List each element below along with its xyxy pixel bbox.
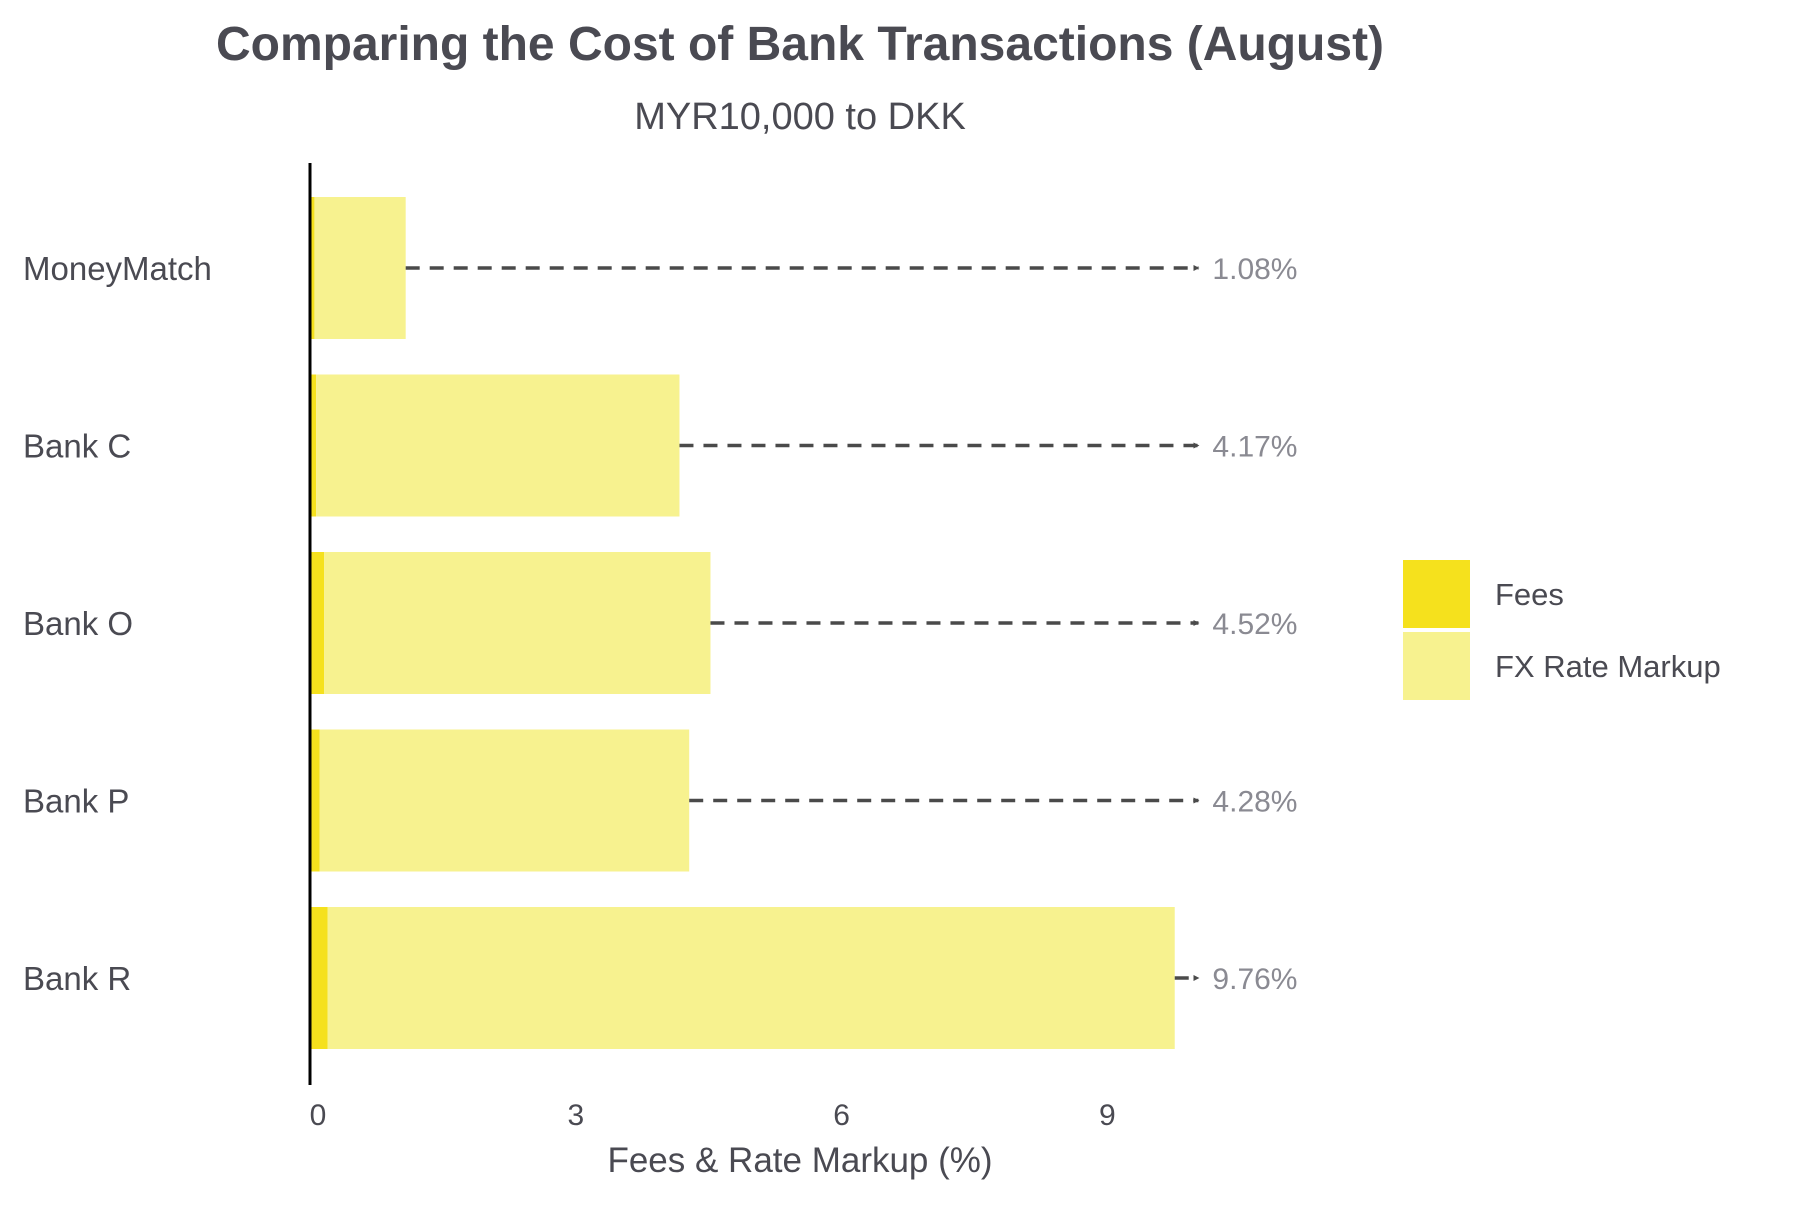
bar-fees-bank-r (310, 907, 328, 1049)
arrows-layer (405, 265, 1200, 981)
legend: Fees FX Rate Markup (1403, 560, 1721, 700)
labels-layer: MoneyMatch 1.08% Bank C 4.17% Bank O 4.52% Ban… (23, 250, 1298, 997)
bar-markup-bank-c (316, 374, 680, 517)
bar-markup-bank-r (327, 907, 1175, 1049)
x-axis-title: Fees & Rate Markup (%) (607, 1141, 992, 1180)
total-label-moneymatch: 1.08% (1212, 253, 1297, 286)
chart-subtitle: MYR10,000 to DKK (634, 96, 966, 138)
category-label-bank-r: Bank R (23, 960, 131, 997)
category-label-bank-p: Bank P (23, 783, 129, 820)
bar-fees-bank-o (310, 552, 325, 694)
total-label-bank-p: 4.28% (1212, 786, 1297, 819)
bar-markup-moneymatch (314, 197, 406, 339)
bar-fees-moneymatch (310, 197, 315, 339)
legend-label-fees: Fees (1495, 577, 1564, 612)
category-label-moneymatch: MoneyMatch (23, 250, 212, 287)
x-ticks: 0 3 6 9 (310, 1099, 1116, 1132)
bar-markup-bank-o (324, 552, 711, 694)
legend-swatch-fees (1403, 560, 1470, 628)
bar-fees-bank-p (310, 729, 320, 872)
legend-swatch-fx-rate-markup (1403, 632, 1470, 700)
bars-layer (310, 197, 1175, 1049)
x-tick-label-0: 0 (310, 1099, 327, 1132)
category-label-bank-c: Bank C (23, 428, 131, 465)
category-label-bank-o: Bank O (23, 605, 133, 642)
bar-markup-bank-p (319, 729, 690, 872)
x-tick-label-6: 6 (833, 1099, 850, 1132)
total-label-bank-c: 4.17% (1212, 431, 1297, 464)
bar-fees-bank-c (310, 374, 317, 517)
total-label-bank-r: 9.76% (1212, 963, 1297, 996)
x-tick-label-9: 9 (1099, 1099, 1116, 1132)
chart-title: Comparing the Cost of Bank Transactions … (216, 18, 1384, 71)
legend-label-fx-rate-markup: FX Rate Markup (1495, 649, 1721, 684)
x-tick-label-3: 3 (567, 1099, 584, 1132)
total-label-bank-o: 4.52% (1212, 608, 1297, 641)
